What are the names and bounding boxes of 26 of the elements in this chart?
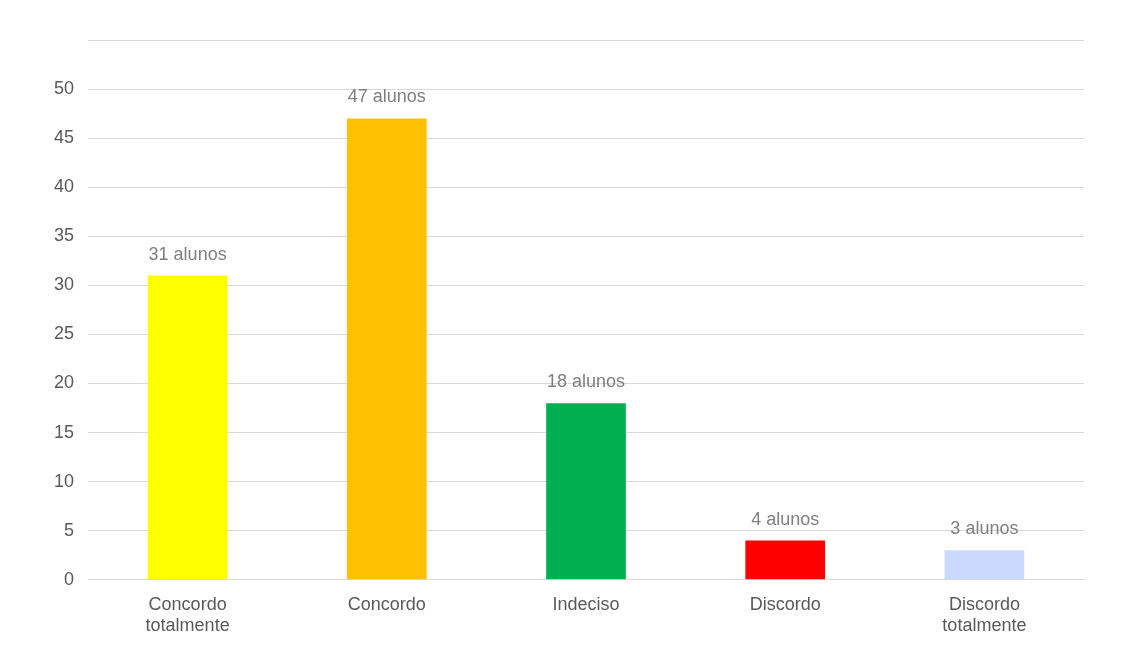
x-tick-label: Concordo totalmente bbox=[145, 593, 230, 636]
y-tick-label: 30 bbox=[53, 274, 75, 295]
y-tick-label: 15 bbox=[53, 421, 75, 442]
data-label: 31 alunos bbox=[148, 243, 227, 264]
data-label: 3 alunos bbox=[950, 518, 1019, 539]
x-tick-label: Discordo totalmente bbox=[942, 593, 1027, 636]
y-tick-label: 40 bbox=[53, 176, 75, 197]
bar bbox=[147, 275, 228, 580]
bar bbox=[546, 403, 626, 580]
y-tick-label: 25 bbox=[53, 323, 75, 344]
data-label: 18 alunos bbox=[546, 371, 626, 392]
x-tick-label: Indeciso bbox=[552, 593, 620, 614]
y-tick-label: 35 bbox=[53, 225, 75, 246]
x-tick-label: Concordo bbox=[347, 593, 426, 614]
y-tick-label: 10 bbox=[53, 470, 75, 491]
data-label: 47 alunos bbox=[347, 86, 426, 107]
y-tick-label: 50 bbox=[53, 78, 75, 99]
y-tick-label: 45 bbox=[53, 127, 75, 148]
data-label: 4 alunos bbox=[751, 508, 820, 529]
y-tick-label: 5 bbox=[64, 519, 75, 540]
bar bbox=[944, 550, 1025, 580]
bar bbox=[346, 118, 427, 580]
bar bbox=[745, 540, 826, 580]
y-tick-label: 0 bbox=[64, 568, 75, 589]
y-tick-label: 20 bbox=[53, 372, 75, 393]
x-tick-label: Discordo bbox=[749, 593, 821, 614]
